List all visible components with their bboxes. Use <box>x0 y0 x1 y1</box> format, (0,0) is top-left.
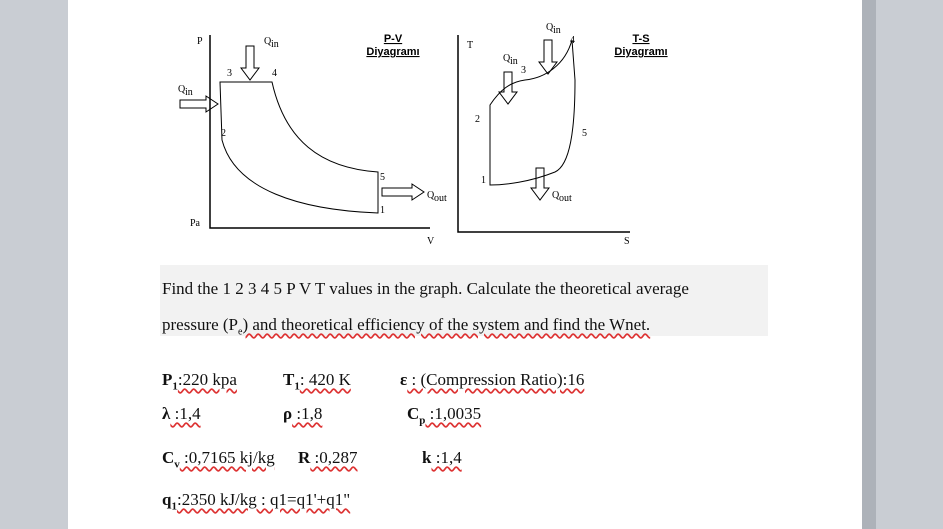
label: 1 <box>380 205 385 216</box>
label: T <box>467 40 473 51</box>
label: out <box>434 193 447 204</box>
text: ρ <box>283 404 293 423</box>
text: T <box>283 370 295 389</box>
text: :1,8 <box>292 404 323 423</box>
text: :1,4 <box>431 448 462 467</box>
text: k <box>422 448 432 467</box>
given-item: R :0,287 <box>298 448 358 468</box>
given-item: T1: 420 K <box>283 370 351 392</box>
label: 3 <box>521 65 526 76</box>
text: :0,287 <box>310 448 358 467</box>
arrow <box>538 39 558 75</box>
text: :220 kpa <box>177 370 237 389</box>
given-item: q1:2350 kJ/kg : q1=q1'+q1" <box>162 490 350 512</box>
label: Q <box>427 190 435 201</box>
text: 1 <box>171 500 177 513</box>
label: 4 <box>272 68 277 79</box>
label: 3 <box>227 68 232 79</box>
axes <box>457 35 630 233</box>
text-line: pressure (Pe) and theoretical efficiency… <box>162 315 650 337</box>
label: Pa <box>190 218 201 229</box>
label: in <box>271 39 279 50</box>
text: C <box>407 404 420 423</box>
label: S <box>624 236 630 247</box>
given-item: k :1,4 <box>422 448 462 468</box>
label: Diyagramı <box>614 46 667 58</box>
label: out <box>559 193 572 204</box>
axes <box>209 35 430 229</box>
text: C <box>162 448 175 467</box>
given-item: Cv :0,7165 kj/kg <box>162 448 275 470</box>
text: R <box>298 448 311 467</box>
label: in <box>185 87 193 98</box>
label: Diyagramı <box>366 46 419 58</box>
text-line: Find the 1 2 3 4 5 P V T values in the g… <box>162 279 689 298</box>
arrow <box>240 45 260 81</box>
ts-diagram <box>457 35 630 233</box>
label: Q <box>178 84 186 95</box>
label: P-V <box>384 33 403 45</box>
label: in <box>553 25 561 36</box>
label: 4 <box>570 35 575 46</box>
given-item: ε : (Compression Ratio):16 <box>400 370 584 390</box>
text: ε <box>400 370 408 389</box>
text: 1 <box>172 380 178 393</box>
text: 1 <box>294 380 300 393</box>
subscript: e <box>238 326 243 338</box>
text: :1,4 <box>170 404 201 423</box>
label: P <box>197 36 203 47</box>
text: q <box>162 490 172 509</box>
label: Q <box>546 22 554 33</box>
text: :0,7165 kj/kg <box>179 448 275 467</box>
scroll-edge <box>862 0 876 529</box>
page <box>68 0 862 529</box>
text: λ <box>162 404 171 423</box>
problem-text: Find the 1 2 3 4 5 P V T values in the g… <box>160 265 768 337</box>
given-item: P1:220 kpa <box>162 370 237 392</box>
text: p <box>419 414 426 427</box>
label: 5 <box>380 172 385 183</box>
label: V <box>427 236 435 247</box>
label: 1 <box>481 175 486 186</box>
label: Q <box>264 36 272 47</box>
label: 2 <box>475 114 480 125</box>
given-item: λ :1,4 <box>162 404 201 424</box>
label: in <box>510 56 518 67</box>
text: pressure (P <box>162 315 239 334</box>
label: 2 <box>221 128 226 139</box>
text: P <box>162 370 173 389</box>
cycle <box>489 39 576 186</box>
arrow <box>381 183 425 201</box>
arrow <box>498 71 518 105</box>
text: : 420 K <box>299 370 351 389</box>
text: :2350 kJ/kg : q1=q1'+q1" <box>176 490 351 509</box>
given-item: ρ :1,8 <box>283 404 322 424</box>
text: :1,0035 <box>425 404 482 423</box>
given-item: Cp :1,0035 <box>407 404 481 426</box>
text: : (Compression Ratio):16 <box>407 370 585 389</box>
text: ) and theoretical efficiency of the syst… <box>242 315 651 334</box>
label: Q <box>503 53 511 64</box>
label: Q <box>552 190 560 201</box>
cycle <box>219 81 379 214</box>
label: T-S <box>632 33 649 45</box>
label: 5 <box>582 128 587 139</box>
pv-diagram <box>179 35 430 229</box>
text: v <box>174 458 180 471</box>
arrow <box>179 95 219 113</box>
arrow <box>530 167 550 201</box>
